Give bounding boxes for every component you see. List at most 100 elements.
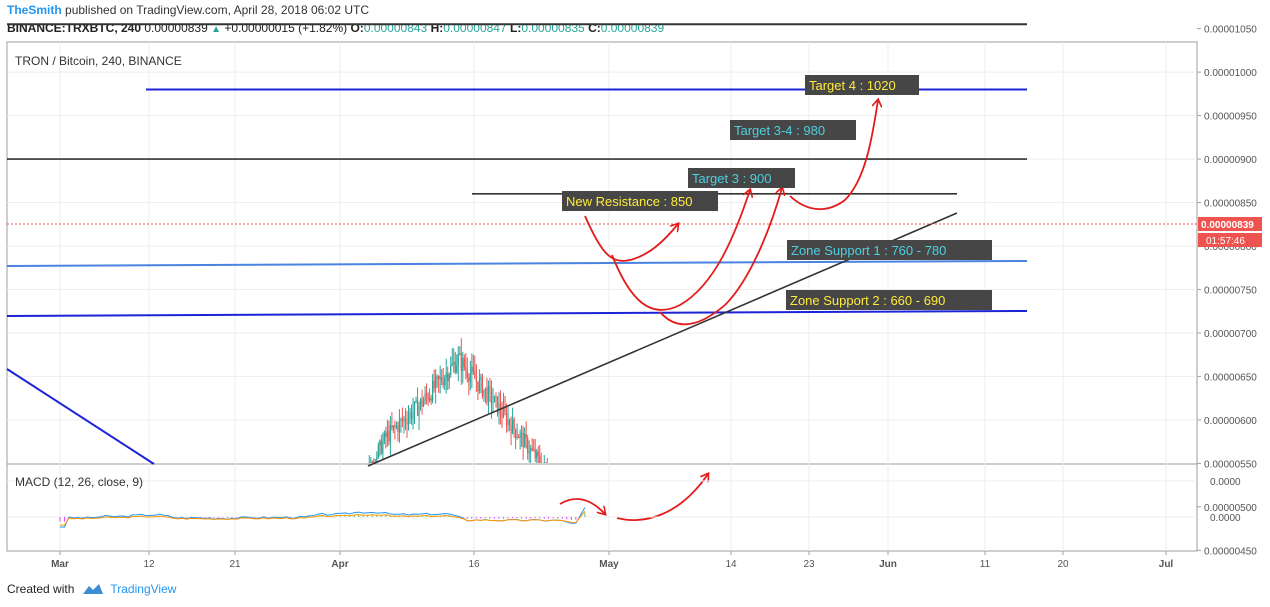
candle-body (222, 521, 223, 531)
candle-body (121, 536, 122, 537)
time-tick-label: 16 (468, 559, 480, 570)
candle-body (363, 484, 364, 487)
candle-body (91, 533, 92, 540)
macd-projection-arrow (559, 498, 605, 514)
price-tick-label: 0.00000700 (1204, 329, 1257, 340)
macd-histogram-bar (118, 516, 120, 518)
time-tick-label: 11 (980, 559, 991, 570)
candle-body (256, 537, 257, 540)
macd-histogram-bar (489, 517, 491, 519)
candle-body (165, 508, 166, 509)
candle-body (266, 536, 267, 540)
candle-body (466, 369, 468, 378)
candle-body (401, 419, 404, 422)
macd-histogram-bar (199, 517, 201, 518)
candle-body (475, 378, 477, 382)
candle-body (480, 377, 482, 380)
candle-body (377, 445, 379, 457)
candle-body (557, 484, 558, 485)
up-triangle-icon: ▲ (211, 24, 222, 35)
candle-body (231, 521, 232, 528)
time-axis[interactable]: Mar 12 21 Apr 16 May 14 23 Jun 11 20 Jul (51, 551, 1173, 570)
macd-histogram-bar (226, 517, 228, 518)
candle-body (583, 539, 584, 549)
candle-body (513, 419, 515, 430)
candle-body (115, 532, 116, 535)
time-tick-label: 21 (229, 559, 241, 570)
price-tick-label: 0.00000750 (1204, 285, 1257, 296)
candle-body (349, 505, 350, 509)
time-tick-label: 23 (803, 559, 815, 570)
candle-body (435, 376, 437, 389)
candle-body (505, 412, 508, 426)
tradingview-link[interactable]: TradingView (110, 582, 177, 596)
candle-body (272, 534, 273, 545)
candle-body (364, 484, 365, 487)
candle-body (554, 485, 555, 487)
candle-body (556, 484, 557, 487)
candle-body (398, 420, 401, 433)
macd-histogram-bar (208, 517, 210, 518)
macd-histogram-bar (254, 517, 256, 518)
candle-body (277, 542, 278, 546)
candle-body (191, 507, 192, 516)
macd-histogram-bar (186, 517, 188, 518)
candle-body (289, 544, 290, 548)
candle-body (463, 358, 465, 368)
descending-trendline (6, 368, 155, 465)
macd-histogram-bar (534, 517, 536, 519)
candle-body (400, 419, 402, 421)
candle-body (441, 377, 443, 382)
candle-body (445, 373, 447, 379)
candle-body (456, 365, 458, 373)
macd-histogram-bar (109, 516, 111, 518)
candle-body (586, 534, 587, 541)
time-tick-label: Jun (879, 559, 897, 570)
candle-body (366, 483, 367, 484)
candle-body (219, 522, 220, 525)
last-price-tag-label: 0.00000839 (1201, 220, 1254, 231)
candle-body (218, 522, 219, 525)
candle-body (139, 521, 140, 529)
candle-body (424, 393, 426, 401)
candle-body (389, 425, 391, 442)
candle-body (406, 422, 408, 425)
candle-body (132, 530, 133, 531)
candle-body (154, 511, 155, 514)
candle-body (326, 533, 327, 536)
candle-body (421, 399, 423, 407)
candle-body (292, 538, 293, 550)
candle-body (141, 521, 142, 531)
candle-body (213, 522, 214, 523)
grid-lines (7, 42, 1197, 551)
candle-body (129, 540, 130, 541)
candle-body (490, 389, 493, 404)
author-link[interactable]: TheSmith (7, 3, 62, 17)
macd-histogram-bar (335, 515, 337, 517)
candle-body (74, 532, 75, 538)
candle-body (111, 532, 112, 538)
price-tick-label: 0.00000650 (1204, 372, 1257, 383)
candle-body (180, 511, 181, 513)
candle-body (117, 532, 118, 542)
candle-body (171, 504, 172, 510)
candle-body (474, 371, 476, 379)
candle-body (439, 377, 441, 380)
candle-body (81, 532, 82, 542)
macd-histogram-bar (552, 517, 554, 519)
price-axis[interactable]: 0.000011500.000011000.000010500.00001000… (1197, 0, 1262, 557)
candle-body (442, 381, 444, 385)
candle-body (484, 387, 487, 390)
level-label: New Resistance : 850 (566, 194, 692, 209)
macd-histogram-bar (195, 517, 197, 518)
candle-body (433, 380, 435, 389)
candle-body (522, 433, 524, 448)
macd-histogram-bar (543, 517, 545, 519)
macd-histogram-bar (235, 517, 237, 518)
macd-histogram-bar (213, 517, 215, 518)
candle-body (379, 440, 381, 446)
macd-histogram-bar (231, 517, 233, 518)
candle-body (502, 406, 505, 417)
candle-body (348, 505, 349, 513)
